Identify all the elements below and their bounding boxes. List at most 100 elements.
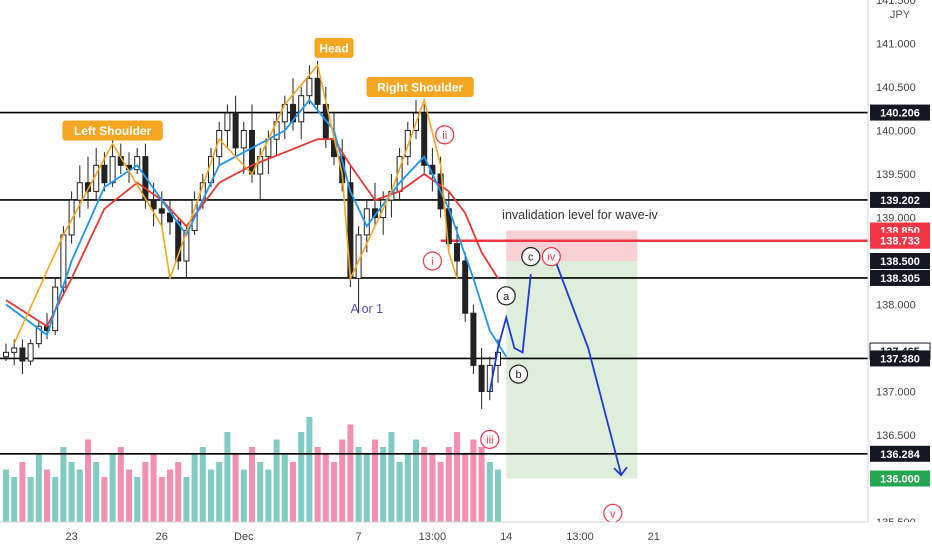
candles: [3, 60, 501, 409]
volume-bar: [470, 439, 477, 522]
price-tag-text: 136.000: [880, 474, 920, 486]
volume-bar: [486, 462, 493, 522]
ema-slow-line: [5, 138, 499, 328]
projection-arrowhead: [613, 466, 628, 477]
wave-label: iv: [541, 247, 561, 267]
wave-label-text: ii: [442, 130, 447, 142]
volume-bar: [339, 439, 346, 522]
candle: [27, 339, 34, 366]
candle: [19, 339, 26, 375]
volume-bar: [52, 477, 59, 522]
y-tick-label: 140.000: [876, 126, 916, 138]
volume-bar: [27, 477, 34, 522]
volume-bar: [372, 439, 378, 522]
volume-bar: [150, 454, 157, 522]
ema-fast-line: [5, 98, 507, 358]
y-tick-label: 138.000: [876, 300, 916, 312]
annotation: invalidation level for wave-iv: [502, 208, 658, 222]
x-tick-label: 14: [500, 531, 512, 543]
volume-bar: [60, 447, 67, 522]
y-tick-label: 140.500: [876, 82, 916, 94]
y-tick-label: 141.500: [876, 0, 916, 7]
volume-bar: [142, 462, 149, 522]
candle: [478, 348, 485, 409]
candle: [314, 60, 321, 114]
price-tag-text: 138.500: [880, 256, 920, 268]
x-tick-label: 26: [156, 531, 168, 543]
volume-bar: [413, 439, 419, 522]
volume-bar: [249, 447, 255, 522]
volume-bar: [109, 454, 116, 522]
projection-label: b: [508, 364, 529, 384]
volume-bar: [85, 439, 91, 522]
x-tick-label: 23: [65, 531, 77, 543]
volume-bar: [363, 454, 370, 522]
projection-label-text: a: [503, 291, 510, 303]
y-tick-label: 137.000: [876, 387, 916, 399]
price-tag: 140.206: [870, 104, 930, 121]
candle: [421, 104, 428, 174]
candle: [306, 65, 313, 105]
price-tag-text: 137.380: [880, 353, 920, 365]
volume-bar: [175, 462, 182, 522]
price-tag: 138.305: [870, 269, 930, 286]
price-tag: 139.202: [870, 191, 930, 208]
candle: [470, 304, 477, 375]
candle: [298, 87, 305, 140]
pattern-label: Right Shoulder: [366, 77, 474, 97]
candle: [454, 226, 460, 279]
currency-label: JPY: [890, 9, 911, 21]
volume-bar: [290, 462, 296, 522]
y-tick-label: 136.500: [876, 430, 916, 442]
wave-label-text: iii: [486, 434, 493, 446]
volume-bar: [216, 462, 223, 522]
candle: [134, 147, 141, 174]
volume-bar: [68, 462, 75, 522]
pattern-label: Head: [314, 37, 354, 58]
x-tick-label: 13:00: [566, 531, 594, 543]
volume-bar: [331, 462, 337, 522]
annotation: A or 1: [350, 302, 383, 316]
price-tag-text: 138.305: [880, 273, 920, 285]
volume-bar: [404, 454, 411, 522]
wave-label-text: iv: [547, 252, 555, 264]
candle: [224, 104, 231, 148]
candle: [76, 165, 83, 218]
volume-bar: [388, 432, 395, 522]
x-tick-label: 21: [648, 531, 660, 543]
volume-bar: [462, 454, 469, 522]
volume-bar: [355, 447, 362, 522]
wave-path: [488, 274, 532, 392]
projection-label-text: c: [528, 252, 534, 264]
volume-bar: [232, 454, 239, 522]
volume-bar: [273, 439, 280, 522]
wave-label: ii: [435, 125, 455, 145]
x-tick-label: 13:00: [419, 531, 447, 543]
volume-bar: [429, 454, 436, 522]
price-tag: 136.284: [870, 445, 930, 462]
pattern-label-text: Head: [319, 41, 348, 55]
projection-path: [554, 260, 622, 475]
volume-bar: [445, 447, 452, 522]
price-tag: 137.380: [870, 350, 930, 367]
volume-bar: [101, 477, 108, 522]
wave-label: i: [422, 251, 442, 271]
volume-bar: [134, 477, 141, 522]
volume-bar: [44, 469, 50, 522]
wave-label-text: v: [610, 508, 616, 520]
candle: [35, 321, 42, 348]
volume-bar: [454, 432, 460, 522]
volume-bar: [396, 462, 403, 522]
volume-bar: [495, 469, 501, 522]
time-axis: [0, 522, 932, 550]
wave-label: iii: [480, 429, 500, 449]
price-tag-text: 138.733: [880, 236, 920, 248]
price-tag-text: 139.202: [880, 195, 920, 207]
volume-bar: [35, 454, 42, 522]
volume-bar: [257, 462, 264, 522]
price-tag-text: 140.206: [880, 108, 920, 120]
price-tag: 136.000: [870, 470, 930, 487]
pattern-label-text: Right Shoulder: [377, 81, 463, 95]
wave-label: v: [603, 503, 623, 523]
